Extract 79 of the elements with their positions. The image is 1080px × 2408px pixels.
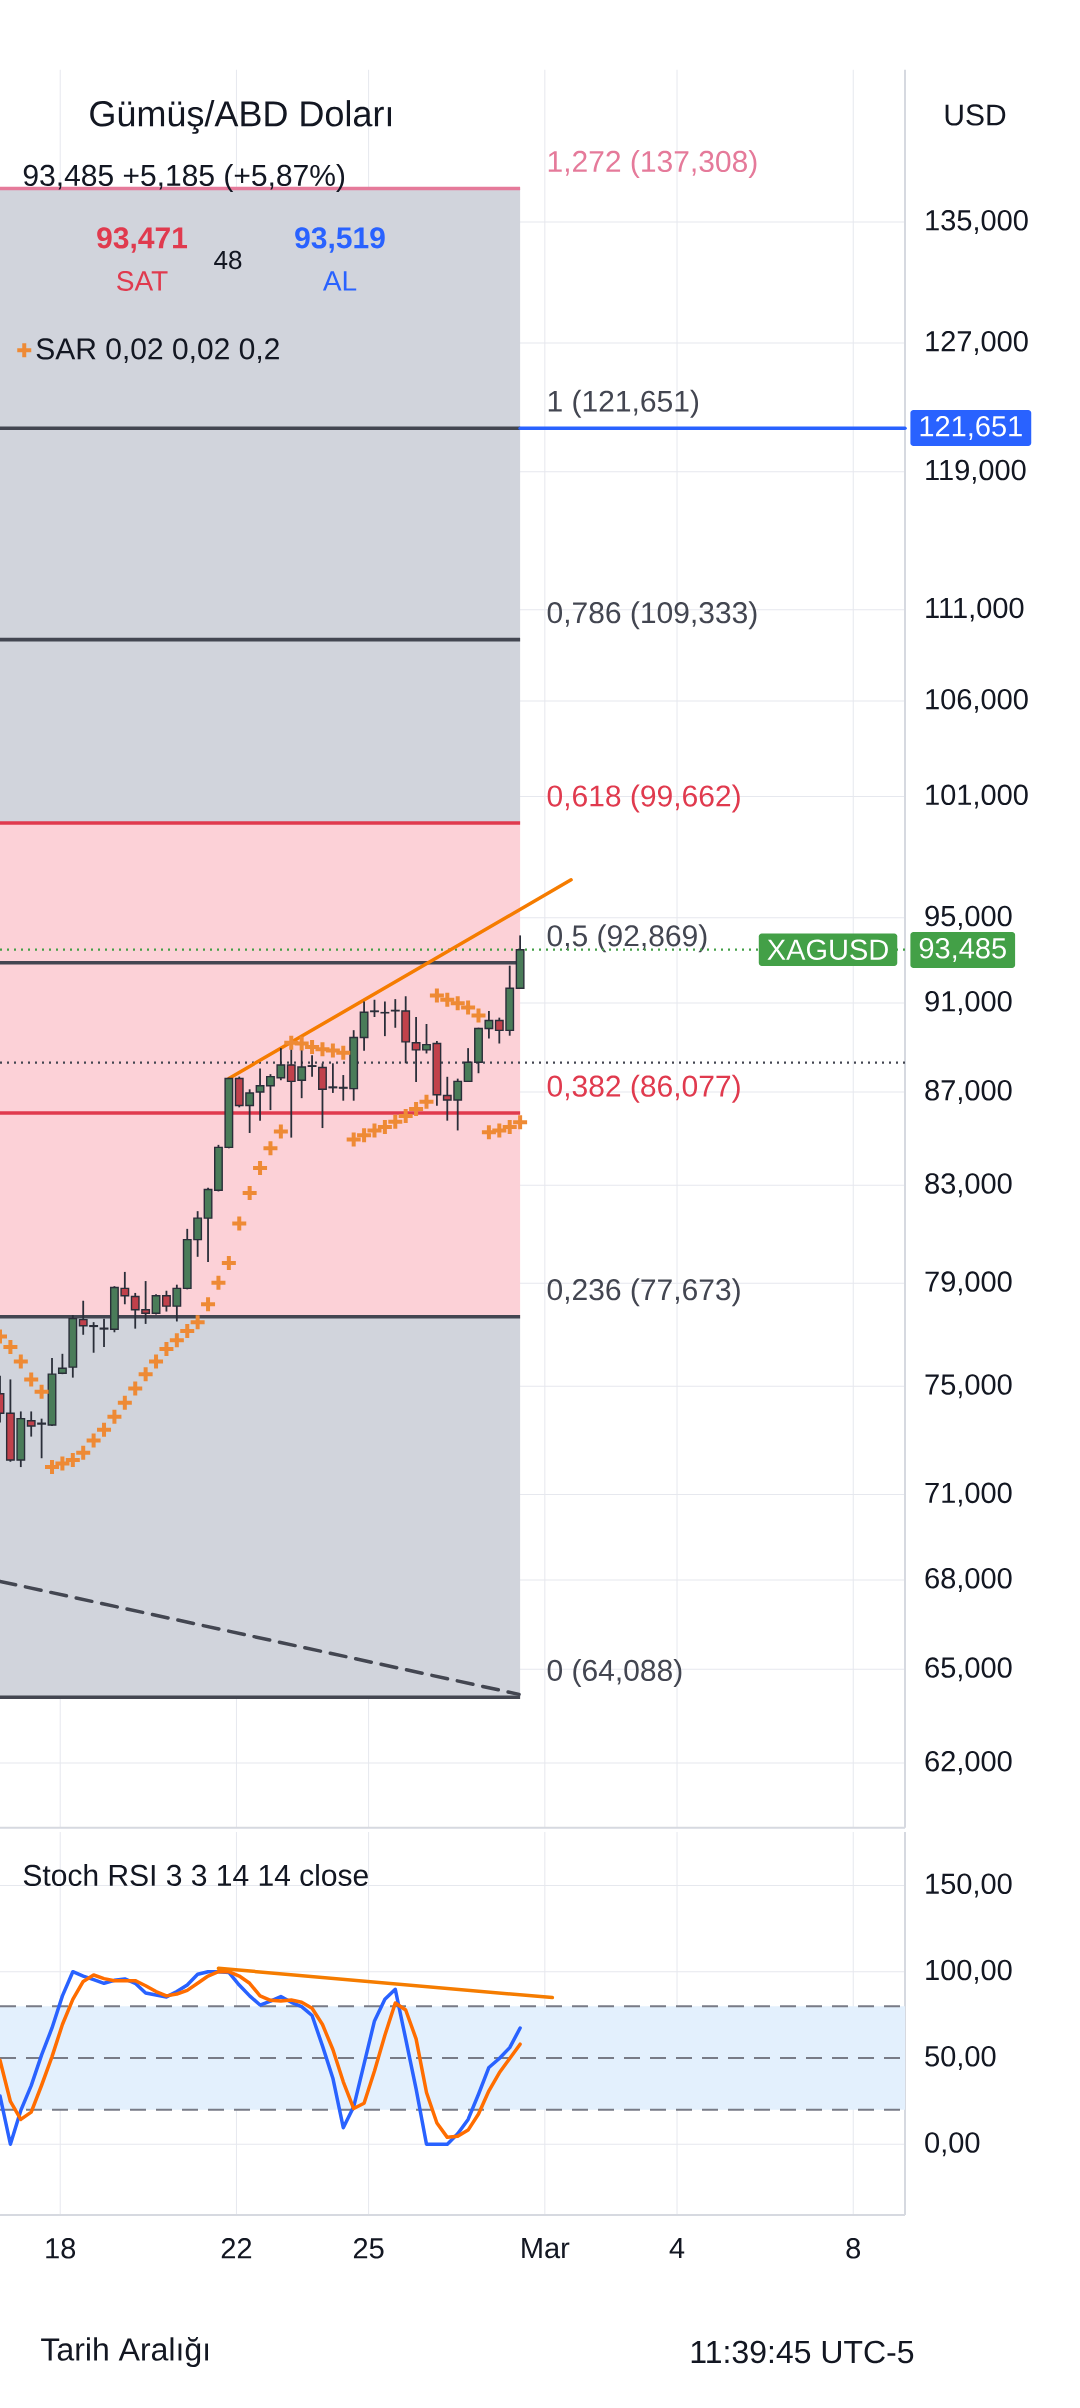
y-tick-label: 79,000 [925, 1271, 1012, 1296]
annotation: SAT [117, 271, 168, 291]
point [511, 1113, 530, 1132]
annotation: 93,471 [97, 227, 188, 253]
y-tick-label: 68,000 [925, 1568, 1012, 1592]
text: 121,651 [920, 415, 1022, 440]
candlestick [380, 1000, 390, 1038]
y-tick-label: 50,00 [925, 2046, 996, 2070]
annotation: 48 [214, 250, 242, 270]
text: 11:39:45 UTC-5 [691, 2340, 914, 2364]
point [271, 1122, 290, 1141]
text: Gümüş/ABD Doları [90, 100, 392, 134]
y-tick-label: 87,000 [925, 1080, 1012, 1104]
point [32, 1382, 51, 1401]
y-tick-label: 150,00 [926, 1873, 1012, 1898]
y-tick-label: 83,000 [925, 1173, 1012, 1198]
point [365, 1121, 384, 1140]
text: 93,485 +5,185 (+5,87%) [23, 164, 345, 192]
point [344, 1130, 363, 1149]
point [199, 1295, 218, 1314]
point [22, 1370, 41, 1389]
ref-line-label: 0,5 (92,869) [547, 924, 707, 953]
y-tick-label: 106,000 [926, 688, 1028, 713]
point [84, 1431, 103, 1450]
text: Tarih Aralığı [41, 2336, 209, 2368]
y-tick-label: 91,000 [925, 991, 1012, 1015]
point [209, 1273, 228, 1292]
ref-line-label: 0 (64,088) [547, 1658, 682, 1687]
y-tick-label: 127,000 [926, 331, 1028, 355]
x-tick-label: 4 [669, 2238, 685, 2259]
ref-line-label: 0,236 (77,673) [547, 1278, 740, 1307]
y-tick-label: 111,000 [926, 597, 1024, 622]
point [136, 1365, 155, 1384]
text: Stoch RSI 3 3 14 14 close [23, 1863, 368, 1886]
y-tick-label: 119,000 [926, 459, 1026, 484]
y-tick-label: 0,00 [925, 2132, 980, 2157]
annotation: XAGUSD [767, 939, 888, 960]
y-tick-label: 100,00 [926, 1959, 1012, 1984]
candlestick [99, 1317, 109, 1349]
point [479, 1123, 498, 1142]
annotation: AL [322, 271, 357, 291]
ref-line-label: 1 (121,651) [548, 389, 699, 418]
point [53, 1454, 72, 1473]
y-tick-label: 101,000 [926, 784, 1028, 809]
legend-label: SAR 0,02 0,02 0,2 [36, 338, 279, 364]
point [115, 1393, 134, 1412]
y-tick-label: 62,000 [925, 1750, 1012, 1775]
y-tick-label: 95,000 [925, 905, 1012, 930]
text: 93,485 [919, 937, 1006, 962]
point [188, 1313, 207, 1332]
point [355, 1126, 374, 1145]
ref-line-label: 0,618 (99,662) [547, 784, 740, 813]
candlestick [307, 1054, 317, 1078]
annotation: 93,519 [295, 227, 385, 253]
ref-line-label: 0,786 (109,333) [547, 601, 757, 630]
point [230, 1214, 249, 1233]
ref-line-label: 0,382 (86,077) [547, 1074, 740, 1103]
point [126, 1379, 145, 1398]
ref-line-label: 1,272 (137,308) [548, 150, 757, 179]
y-tick-label: 75,000 [925, 1374, 1012, 1399]
point [147, 1352, 166, 1371]
x-tick-label: 22 [221, 2238, 252, 2259]
y-tick-label: 71,000 [925, 1482, 1012, 1507]
point [74, 1443, 93, 1462]
y-tick-label: 135,000 [926, 210, 1028, 234]
x-tick-label: 25 [353, 2238, 384, 2259]
point [261, 1139, 280, 1158]
x-tick-label: 8 [846, 2238, 861, 2259]
point [11, 1352, 30, 1371]
point [417, 1092, 436, 1111]
point [167, 1331, 186, 1350]
x-tick-label: 18 [46, 2238, 76, 2259]
y-tick-label: 65,000 [925, 1657, 1012, 1682]
text: USD [945, 104, 1006, 126]
x-tick-label: Mar [522, 2238, 570, 2259]
point [282, 1033, 301, 1052]
point [490, 1121, 509, 1140]
point [386, 1112, 405, 1131]
point [105, 1407, 124, 1426]
